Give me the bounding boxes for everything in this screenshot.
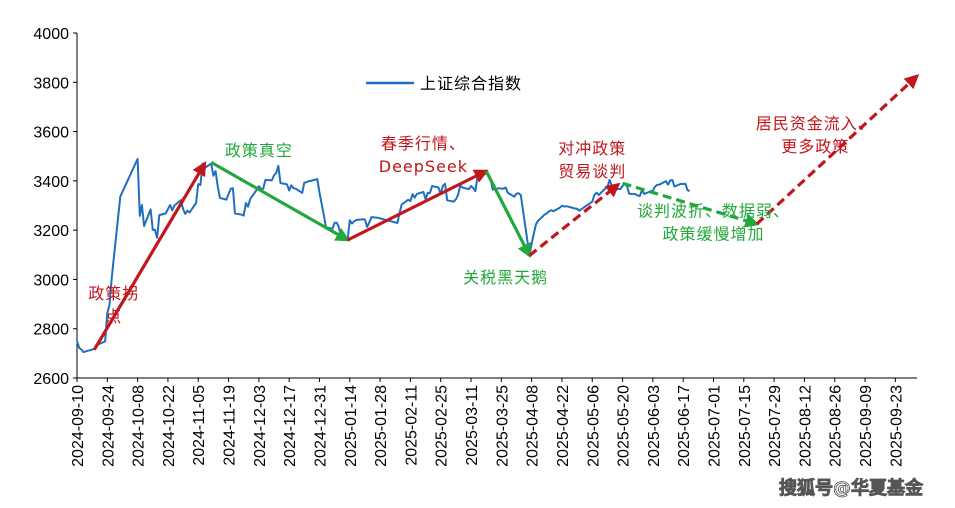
annotation-line: 谈判波折、数据弱、: [637, 202, 790, 221]
green-trend-arrow: [210, 160, 351, 242]
annotation-label: 对冲政策贸易谈判: [558, 139, 626, 181]
annotation-line: 更多政策: [781, 137, 849, 156]
red-trend-arrow: [92, 161, 207, 351]
y-tick-label: 2600: [33, 371, 69, 388]
legend: 上证综合指数: [366, 74, 522, 93]
annotation-label: 居民资金流入、更多政策: [756, 114, 875, 156]
x-tick-label: 2024-09-24: [100, 385, 117, 467]
x-tick-label: 2024-10-22: [161, 385, 178, 467]
legend-label: 上证综合指数: [420, 74, 522, 93]
green-trend-arrow: [484, 170, 531, 259]
annotation-layer: 政策拐点 政策真空 春季行情、 DeepSeek 关税黑天鹅 对冲政策贸易谈判谈判波折、数…: [88, 114, 875, 326]
x-tick-label: 2025-05-20: [616, 385, 633, 467]
x-axis-ticks: 2024-09-10 2024-09-24 2024-10-08 2024-10-22…: [70, 378, 905, 467]
annotation-line: 政策缓慢增加: [662, 225, 764, 244]
y-tick-label: 3600: [33, 125, 69, 142]
y-tick-label: 2800: [33, 322, 69, 339]
x-tick-label: 2024-10-08: [131, 385, 148, 467]
x-tick-label: 2025-01-14: [343, 385, 360, 467]
x-tick-label: 2024-12-31: [312, 385, 329, 467]
x-tick-label: 2025-08-12: [797, 385, 814, 467]
watermark: 搜狐号@华夏基金: [779, 477, 924, 499]
x-tick-label: 2024-11-19: [222, 385, 239, 466]
annotation-line: 关税黑天鹅: [463, 268, 548, 287]
x-tick-label: 2024-11-05: [191, 385, 208, 466]
x-tick-label: 2024-09-10: [70, 385, 87, 467]
x-tick-label: 2025-02-25: [434, 385, 451, 467]
green-trend-arrow: [622, 181, 760, 228]
x-tick-label: 2025-07-01: [706, 385, 723, 467]
x-tick-label: 2024-12-17: [282, 385, 299, 467]
y-tick-label: 3800: [33, 75, 69, 92]
arrow-layer: [92, 74, 920, 351]
x-tick-label: 2025-04-08: [525, 385, 542, 467]
annotation-label: 政策拐点: [88, 284, 139, 326]
annotation-line: 贸易谈判: [558, 162, 626, 181]
y-tick-label: 3000: [33, 272, 69, 289]
y-tick-label: 3200: [33, 223, 69, 240]
x-tick-label: 2025-05-06: [585, 385, 602, 467]
series-layer: [76, 157, 691, 354]
axes: [76, 33, 917, 379]
y-axis-ticks: 2600 2800 3000 3200 3400 3600 3800 4000: [33, 26, 77, 388]
x-tick-label: 2025-09-09: [858, 385, 875, 467]
red-trend-arrow: [528, 182, 621, 257]
x-tick-label: 2025-08-26: [828, 385, 845, 467]
series-line: [76, 157, 691, 354]
x-tick-label: 2025-06-17: [676, 385, 693, 467]
annotation-line: 对冲政策: [558, 139, 626, 158]
x-tick-label: 2025-03-11: [464, 385, 481, 466]
annotation-line: 居民资金流入、: [756, 114, 875, 133]
annotation-label: 关税黑天鹅: [463, 268, 548, 287]
x-tick-label: 2024-12-03: [252, 385, 269, 467]
x-tick-label: 2025-02-11: [403, 385, 420, 466]
annotation-label: 谈判波折、数据弱、政策缓慢增加: [637, 202, 790, 244]
annotation-label: 政策真空: [225, 141, 293, 160]
annotation-line: 春季行情、: [381, 134, 466, 153]
x-tick-label: 2025-07-29: [767, 385, 784, 467]
x-tick-label: 2025-09-23: [888, 385, 905, 467]
x-tick-label: 2025-03-25: [494, 385, 511, 467]
annotation-line: 政策真空: [225, 141, 293, 160]
annotation-label: 春季行情、 DeepSeek: [379, 134, 468, 176]
y-tick-label: 3400: [33, 174, 69, 191]
y-tick-label: 4000: [33, 26, 69, 43]
red-trend-arrow: [755, 74, 920, 226]
x-tick-label: 2025-06-03: [646, 385, 663, 467]
annotation-line: 点: [105, 307, 122, 326]
annotation-line: DeepSeek: [379, 157, 468, 176]
red-trend-arrow: [346, 169, 489, 242]
x-tick-label: 2025-01-28: [373, 385, 390, 467]
x-tick-label: 2025-07-15: [737, 385, 754, 467]
annotation-line: 政策拐: [88, 284, 139, 303]
x-tick-label: 2025-04-22: [555, 385, 572, 467]
